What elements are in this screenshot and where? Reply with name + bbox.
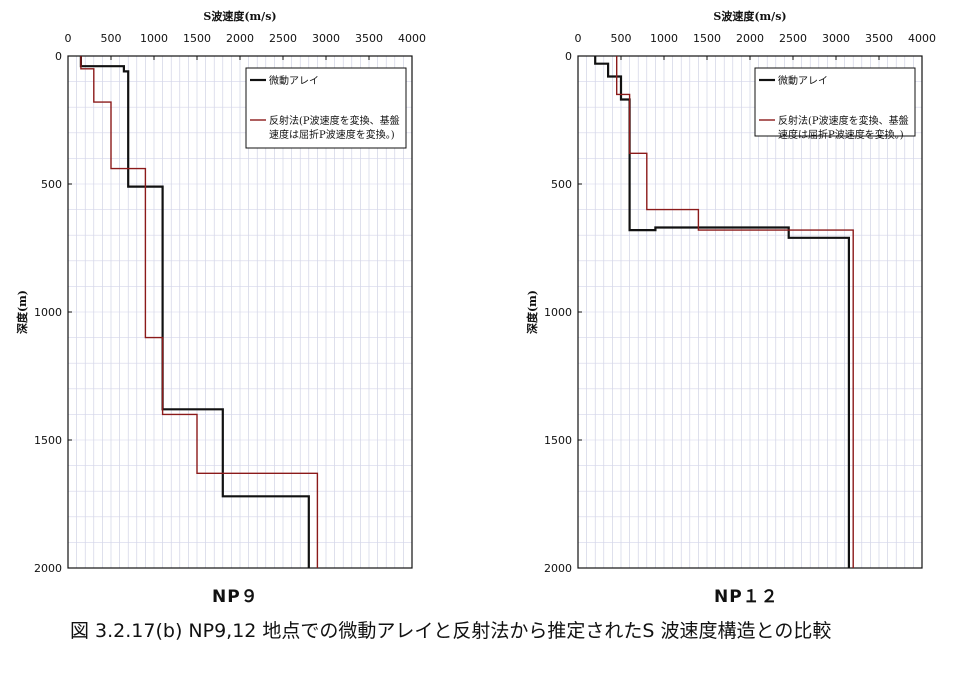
series-line-0	[594, 56, 851, 568]
y-tick-label: 500	[551, 178, 572, 191]
x-tick-label: 1000	[650, 32, 678, 45]
legend-box	[754, 67, 916, 137]
y-tick-label: 1000	[34, 306, 62, 319]
x-tick-label: 4000	[398, 32, 426, 45]
series-line-1	[616, 56, 854, 568]
legend-label: 速度は屈折P波速度を変換。)	[778, 128, 904, 141]
y-tick-label: 2000	[34, 562, 62, 575]
panel-label-np9: NP９	[212, 587, 259, 607]
x-axis-title: S波速度(m/s)	[713, 9, 786, 23]
plot-np12: 0 500 1000 1500 2000 2500 3000 3500 4000 0 500 1000…	[525, 9, 936, 575]
y-tick-label: 500	[41, 178, 62, 191]
legend-label: 微動アレイ	[269, 74, 319, 87]
plot-np9: 0 500 1000 1500 2000 2500 3000 3500 4000 0 500 1000…	[15, 9, 426, 575]
x-tick-label: 0	[65, 32, 72, 45]
x-tick-label: 2500	[779, 32, 807, 45]
x-tick-label: 1000	[140, 32, 168, 45]
legend-label: 速度は屈折P波速度を変換。)	[269, 128, 395, 141]
x-axis-title: S波速度(m/s)	[203, 9, 276, 23]
x-tick-label: 1500	[693, 32, 721, 45]
y-axis-title: 深度(m)	[15, 290, 29, 334]
series-line-1	[80, 56, 319, 568]
x-tick-label: 3000	[822, 32, 850, 45]
y-tick-label: 0	[565, 50, 572, 63]
x-tick-label: 500	[611, 32, 632, 45]
x-tick-label: 500	[101, 32, 122, 45]
x-tick-label: 2000	[736, 32, 764, 45]
legend-label: 反射法(P波速度を変換、基盤	[778, 114, 909, 127]
y-tick-label: 1000	[544, 306, 572, 319]
x-tick-label: 4000	[908, 32, 936, 45]
legend-label: 微動アレイ	[778, 74, 828, 87]
panel-label-np12: NP１２	[714, 587, 779, 607]
x-tick-label: 1500	[183, 32, 211, 45]
x-tick-label: 3500	[355, 32, 383, 45]
y-tick-label: 1500	[34, 434, 62, 447]
x-tick-label: 3000	[312, 32, 340, 45]
legend-box	[245, 67, 407, 149]
y-tick-label: 0	[55, 50, 62, 63]
y-tick-label: 2000	[544, 562, 572, 575]
x-tick-label: 2000	[226, 32, 254, 45]
y-axis-title: 深度(m)	[525, 290, 539, 334]
legend-label: 反射法(P波速度を変換、基盤	[269, 114, 400, 127]
y-tick-label: 1500	[544, 434, 572, 447]
x-tick-label: 3500	[865, 32, 893, 45]
figure-caption: 図 3.2.17(b) NP9,12 地点での微動アレイと反射法から推定されたS…	[70, 620, 832, 642]
x-tick-label: 0	[575, 32, 582, 45]
x-tick-label: 2500	[269, 32, 297, 45]
